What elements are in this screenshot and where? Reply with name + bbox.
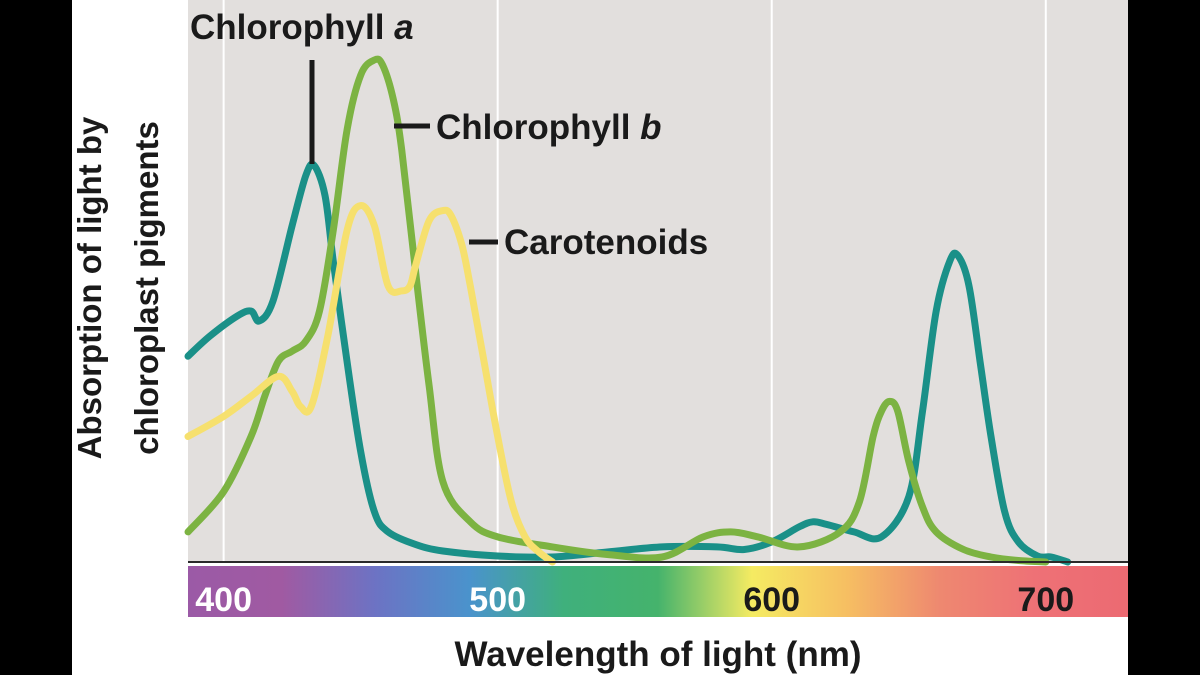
plot-background: [188, 0, 1128, 562]
y-axis-label-line1: Absorption of light by: [72, 116, 108, 459]
annotation-chlorophyll-a: Chlorophyll a: [190, 8, 414, 47]
x-axis-label: Wavelength of light (nm): [455, 635, 862, 674]
series-layer: [184, 55, 1072, 566]
y-axis-label-line2: chloroplast pigments: [128, 121, 165, 455]
series-line-carotenoids: [184, 202, 556, 566]
x-tick-label-700: 700: [1017, 581, 1074, 619]
series-line-chlorophyll-a: [184, 160, 1072, 566]
spectrum-bar: [188, 566, 1128, 617]
x-tick-label-400: 400: [195, 581, 252, 619]
annotation-carotenoids: Carotenoids: [504, 223, 708, 262]
gridlines: [222, 0, 1047, 562]
x-tick-labels: 400 500 600 700: [195, 581, 1074, 619]
annotation-chlorophyll-b: Chlorophyll b: [436, 108, 662, 147]
series-annotations: Chlorophyll a Chlorophyll b Carotenoids: [190, 8, 708, 262]
x-tick-label-500: 500: [469, 581, 526, 619]
series-line-chlorophyll-b: [184, 55, 1050, 566]
x-tick-label-600: 600: [743, 581, 800, 619]
